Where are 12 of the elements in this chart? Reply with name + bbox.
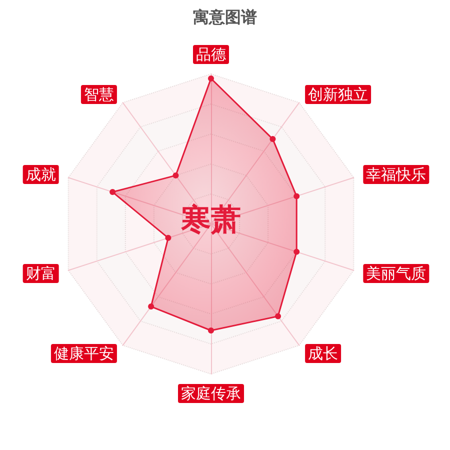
spoke-label: 品德 [196,46,226,64]
chart-title: 寓意图谱 [193,8,257,26]
spoke-label: 家庭传承 [181,384,241,402]
spoke-label: 美丽气质 [366,264,426,282]
spoke-label: 成长 [308,344,338,362]
spoke-label: 财富 [26,264,56,282]
spoke-label: 智慧 [84,86,114,104]
text: 寒萧 [180,202,241,238]
spoke-label: 幸福快乐 [366,166,426,184]
spoke-label: 成就 [26,166,56,184]
spoke-label: 健康平安 [54,344,114,362]
spoke-label: 创新独立 [308,86,368,104]
